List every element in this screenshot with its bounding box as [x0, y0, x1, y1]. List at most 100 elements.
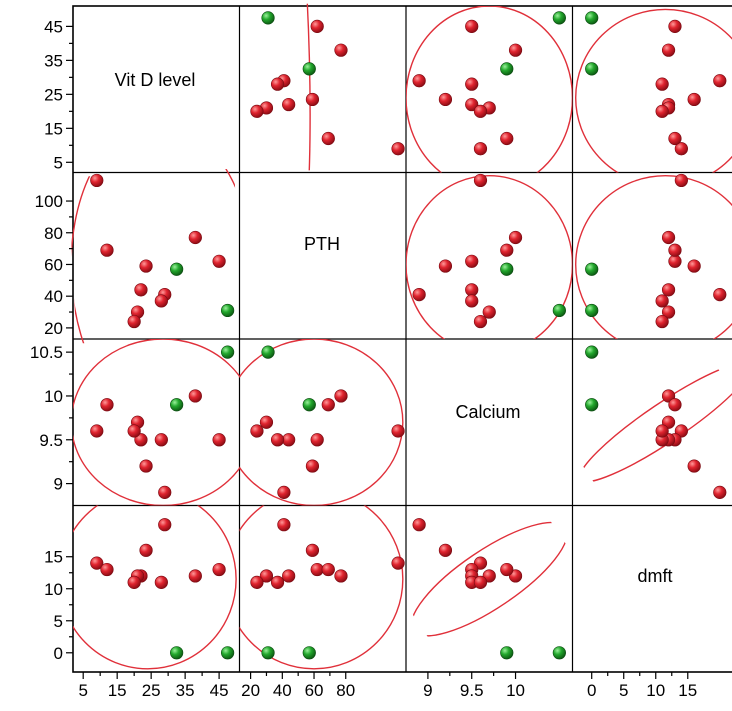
data-point-red-calcium-vs-dmft-5	[668, 398, 682, 412]
data-point-red-pth-vs-vitd-4	[188, 230, 202, 245]
data-point-red-dmft-vs-vitd-2	[90, 556, 104, 570]
data-point-red-vitd-vs-pth-2	[391, 142, 405, 156]
data-point-green-pth-vs-vitd-1	[170, 262, 184, 276]
data-point-red-pth-vs-dmft-8	[713, 288, 727, 302]
data-point-red-vitd-vs-calcium-4	[508, 43, 523, 57]
data-point-red-vitd-vs-dmft-2	[674, 142, 688, 156]
y-tick-label-dmft: 5	[54, 612, 63, 631]
data-point-red-vitd-vs-dmft-3	[668, 19, 682, 33]
data-point-red-pth-vs-dmft-10	[661, 305, 676, 319]
data-point-red-calcium-vs-pth-9	[270, 433, 285, 447]
y-tick-label-calcium: 10	[44, 387, 63, 406]
data-point-red-calcium-vs-pth-10	[259, 415, 274, 429]
x-tick-label-vitd: 45	[210, 681, 229, 700]
data-point-red-dmft-vs-pth-4	[334, 569, 348, 583]
data-point-green-dmft-vs-calcium-0	[552, 646, 566, 660]
data-point-red-pth-vs-vitd-9	[154, 294, 168, 308]
data-point-red-dmft-vs-pth-3	[310, 562, 324, 577]
y-tick-label-calcium: 9	[54, 475, 63, 494]
label-layer: Vit D level PTH Calcium dmft	[115, 70, 673, 586]
data-point-red-vitd-vs-pth-4	[334, 43, 348, 57]
data-point-red-pth-vs-vitd-3	[212, 254, 226, 268]
data-point-red-dmft-vs-vitd-4	[188, 569, 202, 583]
x-tick-label-calcium: 10	[506, 681, 525, 700]
x-tick-label-pth: 80	[336, 681, 355, 700]
data-point-red-calcium-vs-pth-2	[391, 424, 405, 438]
data-point-red-pth-vs-calcium-9	[465, 294, 479, 308]
data-point-red-pth-vs-vitd-6	[139, 259, 153, 273]
density-ellipse-pth-vs-dmft	[575, 174, 732, 339]
data-point-red-dmft-vs-vitd-3	[212, 562, 226, 577]
data-point-red-dmft-vs-pth-6	[305, 543, 320, 557]
variable-label-dmft: dmft	[637, 566, 672, 586]
data-point-red-pth-vs-dmft-2	[674, 173, 688, 188]
density-ellipse-vitd-vs-calcium	[406, 6, 573, 173]
data-point-red-pth-vs-calcium-3	[465, 254, 479, 268]
density-ellipse-pth-vs-calcium	[406, 174, 573, 339]
data-point-red-calcium-vs-dmft-11	[655, 424, 669, 438]
x-tick-label-dmft: 15	[678, 681, 697, 700]
x-tick-label-vitd: 15	[108, 681, 127, 700]
data-point-green-calcium-vs-dmft-0	[585, 345, 599, 359]
x-tick-label-calcium: 9.5	[460, 681, 484, 700]
y-tick-label-dmft: 0	[54, 644, 63, 663]
density-ellipse-calcium-vs-dmft	[579, 362, 732, 483]
data-point-red-calcium-vs-vitd-6	[139, 459, 153, 473]
y-tick-label-vitd: 25	[44, 85, 63, 104]
x-tick-label-dmft: 0	[587, 681, 596, 700]
data-point-red-pth-vs-dmft-4	[661, 230, 676, 245]
data-point-green-vitd-vs-pth-0	[261, 11, 275, 25]
data-point-red-dmft-vs-vitd-11	[127, 575, 141, 589]
data-point-red-vitd-vs-pth-9	[270, 77, 285, 91]
data-point-red-pth-vs-calcium-7	[465, 283, 479, 297]
matrix-frame	[72, 5, 732, 673]
data-point-red-vitd-vs-dmft-4	[661, 43, 676, 57]
data-point-red-dmft-vs-calcium-8	[412, 518, 426, 532]
data-point-green-dmft-vs-vitd-1	[170, 646, 184, 660]
data-point-red-pth-vs-vitd-11	[127, 314, 141, 329]
density-ellipse-dmft-vs-pth	[239, 505, 404, 670]
data-point-red-dmft-vs-vitd-5	[100, 562, 114, 577]
data-point-red-pth-vs-calcium-6	[438, 259, 453, 273]
data-point-red-pth-vs-calcium-8	[412, 288, 426, 302]
x-tick-label-dmft: 5	[619, 681, 628, 700]
data-point-green-vitd-vs-dmft-1	[585, 62, 599, 76]
data-point-red-pth-vs-vitd-2	[90, 173, 104, 188]
data-point-red-calcium-vs-vitd-8	[158, 485, 172, 499]
data-point-green-vitd-vs-pth-1	[302, 62, 316, 76]
data-point-red-dmft-vs-vitd-6	[139, 543, 153, 557]
data-point-green-pth-vs-dmft-0	[585, 303, 599, 318]
data-point-green-calcium-vs-vitd-1	[170, 398, 184, 412]
data-point-red-calcium-vs-pth-11	[250, 424, 264, 438]
x-tick-label-calcium: 9	[423, 681, 432, 700]
data-point-red-calcium-vs-vitd-4	[188, 389, 202, 403]
data-point-red-pth-vs-calcium-11	[473, 314, 488, 329]
data-point-red-vitd-vs-dmft-8	[713, 74, 727, 88]
y-tick-label-calcium: 9.5	[39, 431, 63, 450]
x-tick-label-pth: 20	[241, 681, 260, 700]
data-point-red-pth-vs-calcium-10	[482, 305, 496, 319]
data-point-red-pth-vs-vitd-7	[134, 283, 148, 297]
data-point-red-calcium-vs-pth-4	[334, 389, 348, 403]
data-point-green-dmft-vs-vitd-0	[221, 646, 235, 660]
data-point-red-dmft-vs-calcium-6	[438, 543, 453, 557]
data-point-red-vitd-vs-calcium-7	[465, 97, 479, 112]
variable-label-pth: PTH	[304, 234, 340, 254]
data-point-green-vitd-vs-calcium-0	[552, 11, 566, 25]
x-tick-label-dmft: 10	[646, 681, 665, 700]
data-point-red-dmft-vs-pth-2	[391, 556, 405, 570]
data-point-red-vitd-vs-calcium-3	[465, 19, 479, 33]
data-point-red-calcium-vs-vitd-2	[90, 424, 104, 438]
x-tick-label-pth: 40	[273, 681, 292, 700]
y-tick-label-vitd: 5	[54, 153, 63, 172]
data-point-red-vitd-vs-pth-6	[305, 92, 320, 107]
data-point-green-pth-vs-dmft-1	[585, 262, 599, 276]
data-point-red-vitd-vs-dmft-11	[655, 104, 669, 118]
data-point-green-pth-vs-vitd-0	[221, 303, 235, 318]
data-point-green-calcium-vs-pth-1	[302, 398, 316, 412]
data-point-green-calcium-vs-dmft-1	[585, 398, 599, 412]
variable-label-vitd: Vit D level	[115, 70, 196, 90]
y-tick-label-vitd: 35	[44, 51, 63, 70]
data-point-red-dmft-vs-calcium-5	[500, 562, 514, 577]
data-point-red-calcium-vs-pth-8	[277, 485, 291, 499]
